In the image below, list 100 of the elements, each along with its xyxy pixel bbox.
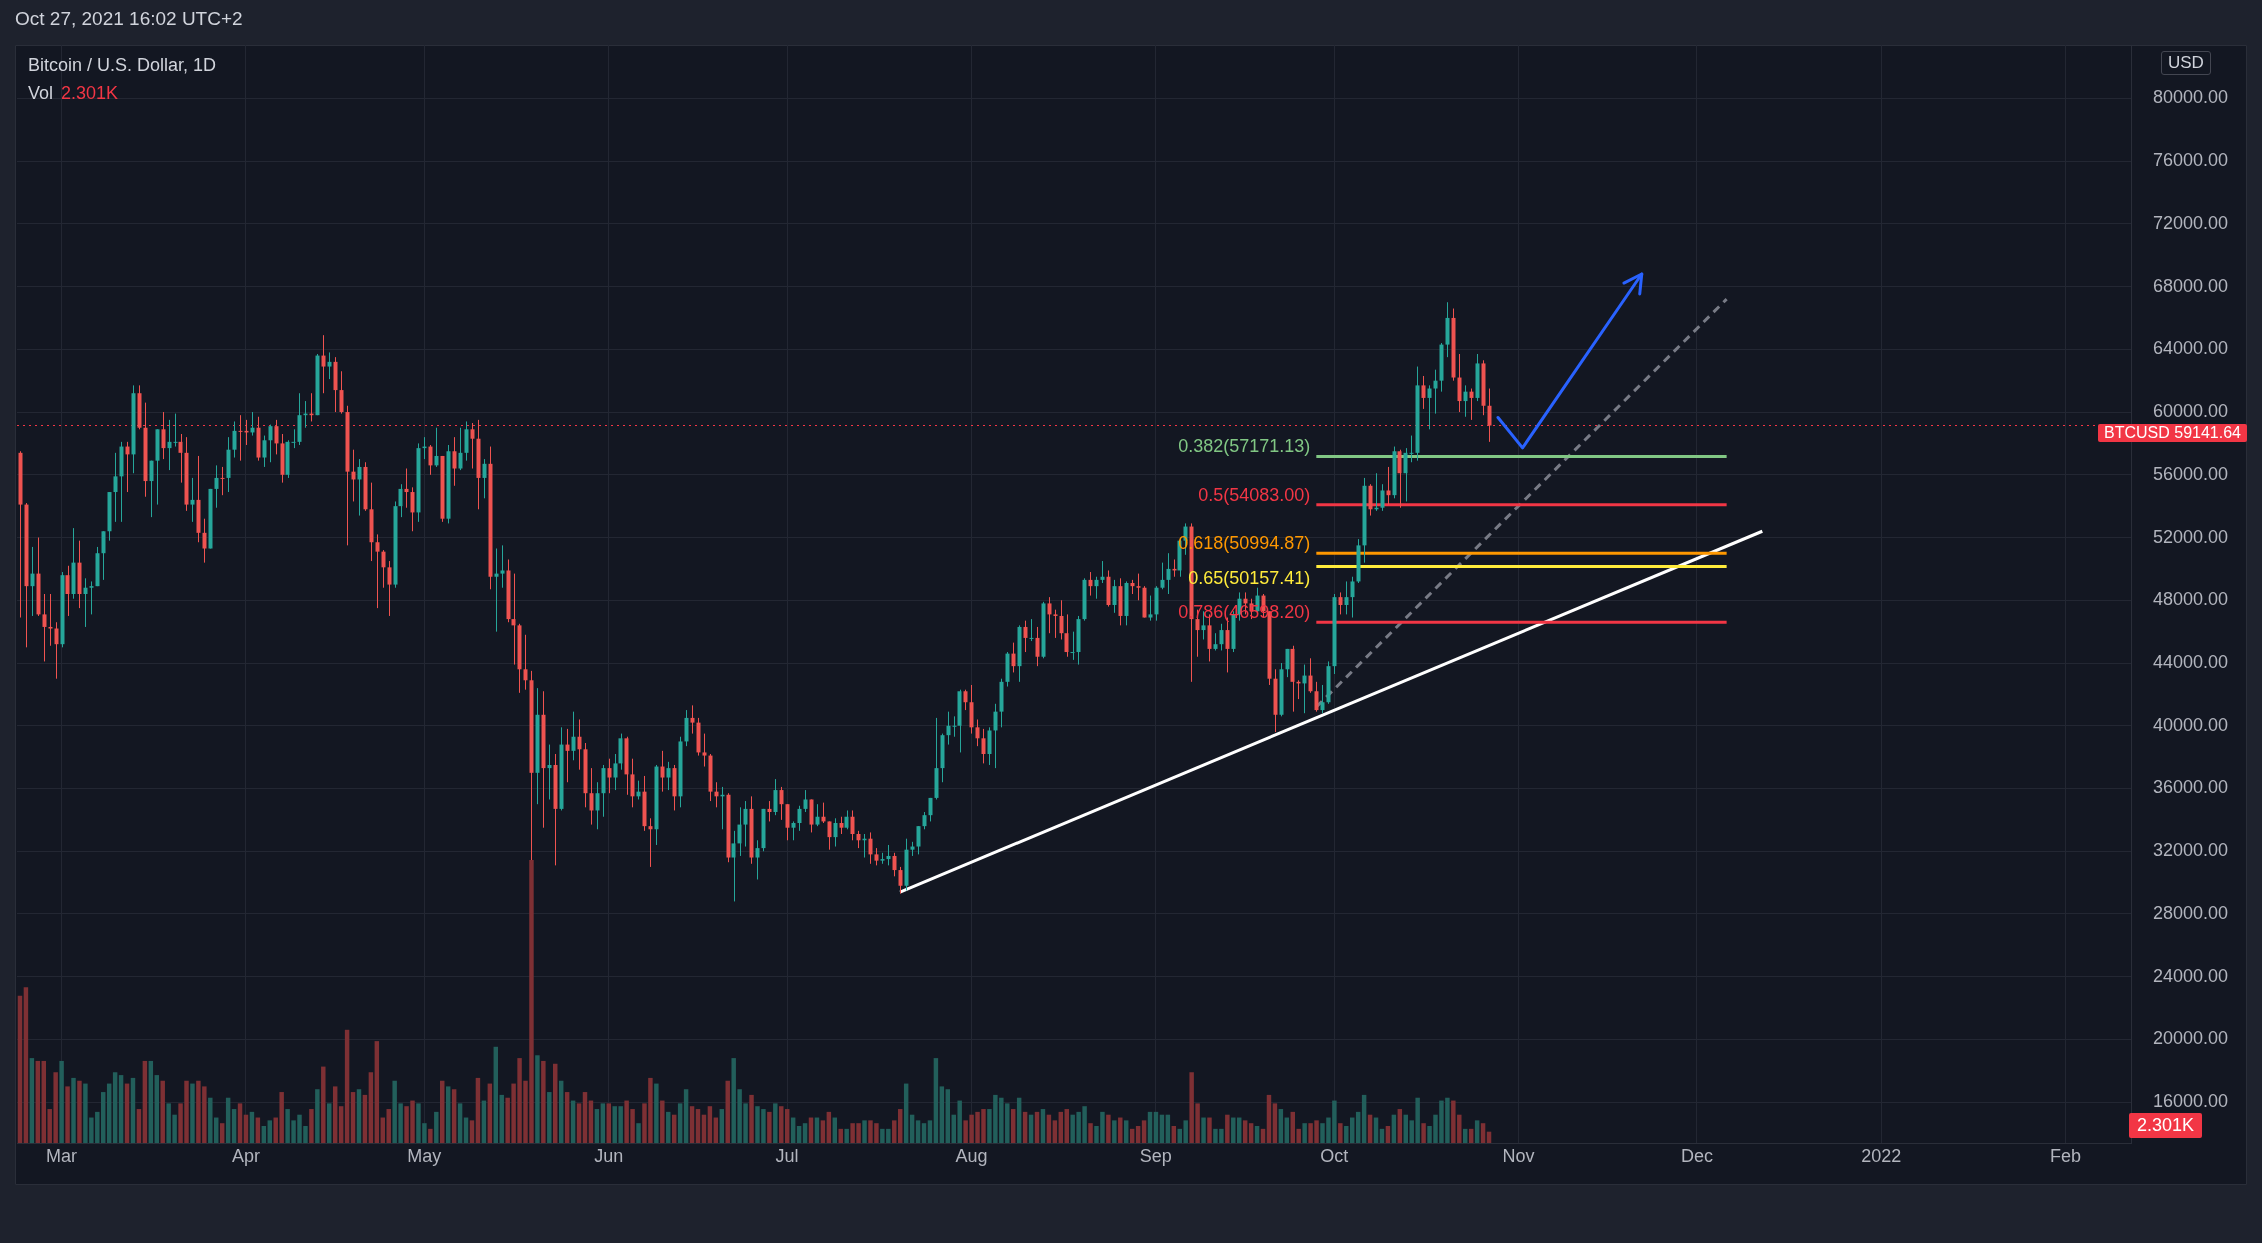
- bar: [683, 1089, 689, 1143]
- candlestick: [916, 825, 921, 855]
- y-tick-label: 80000.00: [2153, 87, 2229, 108]
- bar: [767, 1111, 772, 1143]
- bar: [142, 1060, 148, 1143]
- bar: [636, 1123, 641, 1143]
- text: USD: [2161, 51, 2211, 75]
- candlestick: [190, 477, 195, 523]
- bar: [1278, 1109, 1284, 1143]
- candlestick: [981, 728, 986, 764]
- series-label: 0.5(54083.00): [1198, 484, 1311, 505]
- bar: [160, 1080, 165, 1143]
- candlestick: [1136, 573, 1141, 601]
- bar: [1207, 1117, 1212, 1143]
- candlestick: [1011, 642, 1016, 673]
- candlestick: [381, 549, 386, 589]
- bar: [237, 1103, 243, 1143]
- candlestick: [1457, 353, 1462, 413]
- candlestick: [458, 427, 463, 471]
- bar: [677, 1103, 683, 1143]
- bar: [564, 1092, 570, 1143]
- candlestick: [1302, 664, 1307, 714]
- y-tick-label: 60000.00: [2153, 401, 2229, 422]
- candlestick: [630, 758, 635, 808]
- candlestick: [690, 704, 695, 735]
- candlestick: [262, 435, 267, 468]
- x-tick-label: Feb: [2050, 1145, 2082, 1166]
- bar: [23, 987, 29, 1143]
- candlestick: [1433, 369, 1438, 415]
- candlestick: [482, 458, 487, 499]
- bar: [1088, 1123, 1093, 1143]
- candlestick: [1397, 449, 1402, 509]
- bar: [606, 1103, 612, 1143]
- candlestick: [963, 689, 968, 711]
- bar: [1397, 1109, 1403, 1143]
- bar: [434, 1111, 439, 1143]
- y-tick-label: 28000.00: [2153, 902, 2229, 923]
- annotation: 2.301K: [61, 83, 119, 103]
- bar: [154, 1075, 159, 1143]
- text: 2.301K: [2128, 1113, 2202, 1138]
- bar: [933, 1058, 939, 1143]
- bar: [451, 1089, 457, 1143]
- bar: [327, 1103, 332, 1143]
- candlestick: [975, 718, 980, 747]
- candlestick: [815, 803, 820, 827]
- x-tick-label: Aug: [955, 1145, 988, 1166]
- candlestick: [375, 533, 380, 609]
- y-tick-label: 20000.00: [2153, 1028, 2229, 1049]
- candlestick: [648, 817, 653, 868]
- bar: [1480, 1123, 1486, 1143]
- chart-title: Oct 27, 2021 16:02 UTC+2: [15, 8, 243, 30]
- candlestick: [886, 844, 891, 866]
- candlestick: [791, 820, 796, 841]
- bar: [784, 1109, 790, 1143]
- candlestick: [220, 466, 225, 496]
- candlestick: [946, 711, 951, 746]
- bar: [219, 1123, 225, 1143]
- bar: [231, 1109, 237, 1143]
- candlestick: [1285, 648, 1290, 678]
- bar: [707, 1106, 713, 1143]
- candlestick: [547, 744, 552, 800]
- bar: [719, 1109, 725, 1143]
- bar: [428, 1128, 433, 1143]
- candlestick: [595, 781, 600, 830]
- candlestick: [844, 809, 849, 830]
- bar: [939, 1086, 945, 1143]
- ref-line-label: BTCUSD 59141.64: [2098, 423, 2247, 442]
- bar: [1474, 1120, 1480, 1143]
- bar: [654, 1083, 659, 1143]
- candlestick: [89, 580, 94, 615]
- bar: [29, 1058, 35, 1143]
- candlestick: [1368, 483, 1373, 517]
- candlestick: [173, 413, 178, 448]
- candlestick: [30, 546, 35, 617]
- candlestick: [434, 427, 439, 468]
- series-label: 0.382(57171.13): [1178, 436, 1311, 457]
- bar: [582, 1092, 588, 1143]
- bar: [1225, 1114, 1230, 1143]
- bar: [600, 1103, 606, 1143]
- bar: [749, 1094, 754, 1143]
- bar: [1272, 1103, 1278, 1143]
- bar: [802, 1123, 808, 1143]
- candlestick: [1112, 579, 1117, 614]
- candlestick: [214, 464, 219, 509]
- bar: [118, 1075, 124, 1143]
- bar: [897, 1109, 903, 1143]
- candlestick: [1070, 631, 1075, 661]
- candlestick: [48, 593, 53, 647]
- candlestick: [1094, 576, 1099, 600]
- bar: [356, 1089, 362, 1143]
- candlestick: [577, 718, 582, 771]
- y-tick-label: 44000.00: [2153, 651, 2229, 672]
- bar: [77, 1080, 82, 1143]
- bar: [315, 1089, 320, 1143]
- candlestick: [1047, 596, 1052, 634]
- candlestick: [1160, 562, 1165, 590]
- candlestick: [1059, 599, 1064, 640]
- bar: [1118, 1117, 1123, 1143]
- y-tick-label: 32000.00: [2153, 840, 2229, 861]
- candlestick: [1166, 552, 1171, 595]
